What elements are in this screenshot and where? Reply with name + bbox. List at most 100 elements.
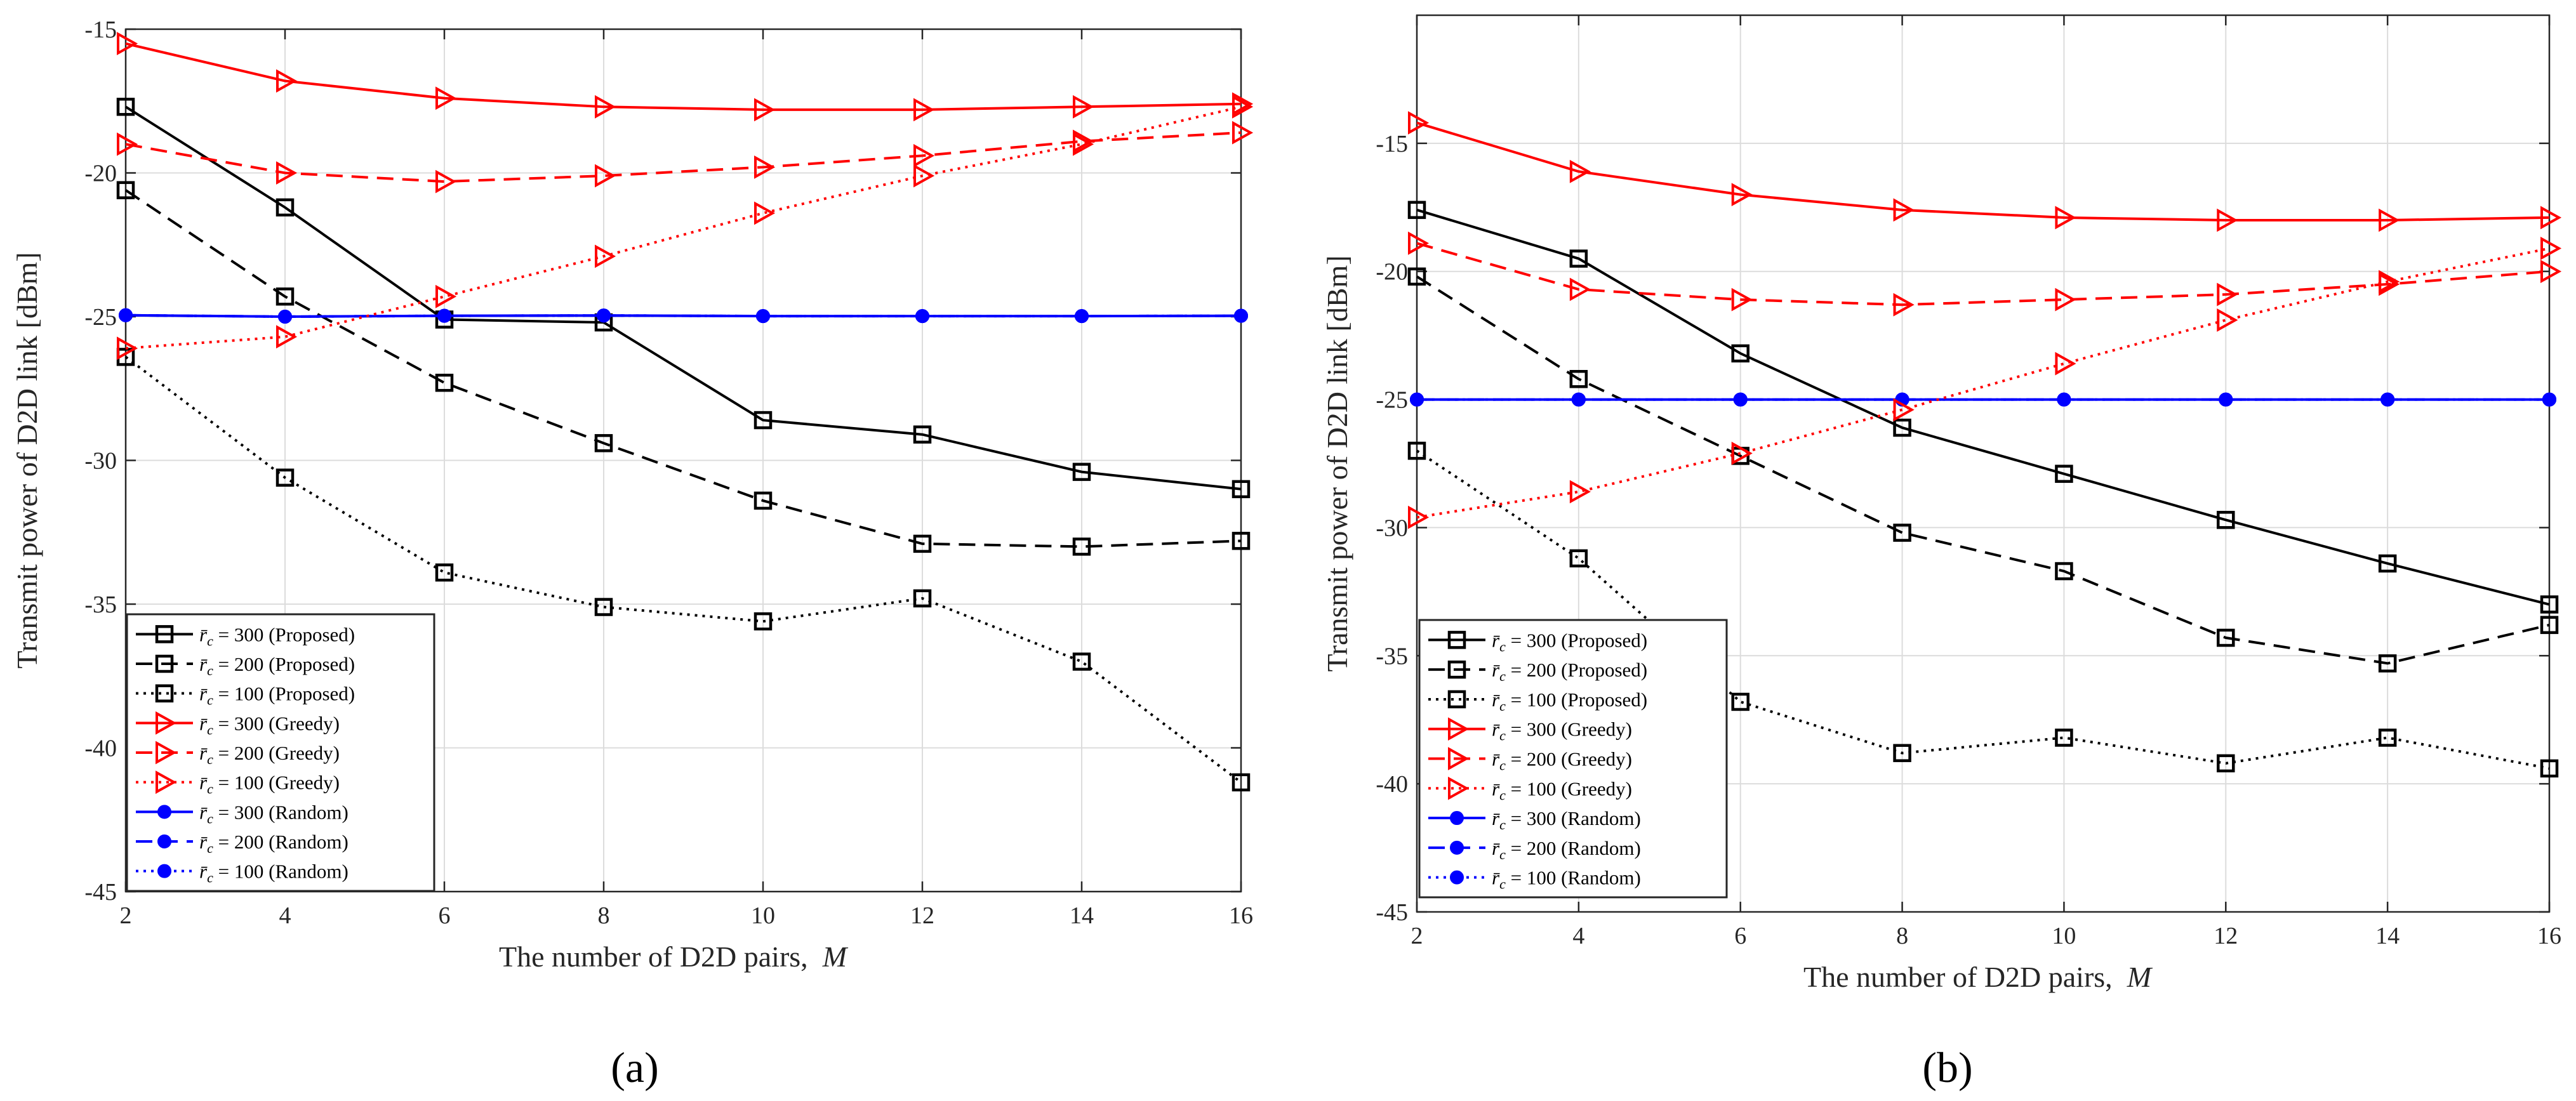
series-line — [1416, 121, 2550, 221]
y-tick-label: -25 — [1376, 387, 1408, 414]
legend-marker — [155, 684, 174, 702]
data-point — [435, 169, 457, 194]
y-tick-label: -30 — [1376, 515, 1408, 541]
x-tick-label: 6 — [1734, 923, 1746, 949]
series-proposed-100 — [116, 348, 1251, 792]
data-point — [1073, 95, 1094, 119]
data-point — [913, 143, 935, 168]
data-point — [1571, 392, 1586, 407]
data-point — [1569, 159, 1591, 183]
data-point — [1893, 524, 1911, 542]
data-point — [1075, 309, 1089, 324]
y-tick-label: -35 — [84, 591, 117, 618]
chart-panel-b: 2 4 6 8 10 12 14 16 -15 -20 -25 -30 -35 -40 -45 The num… — [1321, 14, 2562, 1091]
data-point — [1407, 201, 1426, 220]
series-line — [125, 105, 1242, 350]
data-point — [435, 563, 454, 582]
data-point — [1234, 308, 1248, 323]
data-point — [2217, 282, 2238, 307]
legend-marker — [1450, 870, 1464, 885]
y-tick-label: -20 — [84, 161, 117, 187]
x-tick-label: 4 — [279, 902, 291, 929]
legend: r̄c = 300 (Proposed) r̄c = 200 (Proposed)… — [1418, 619, 1728, 899]
data-point — [1407, 442, 1426, 460]
data-point — [2378, 554, 2397, 573]
data-point — [1232, 121, 1254, 145]
legend: r̄c = 300 (Proposed) r̄c = 200 (Proposed)… — [126, 613, 435, 892]
data-point — [754, 612, 773, 631]
data-point — [1072, 537, 1091, 556]
data-point — [1408, 111, 1430, 135]
series-line — [124, 105, 1242, 491]
y-tick-label: -45 — [1376, 899, 1408, 926]
data-point — [1569, 249, 1588, 268]
y-tick-label: -40 — [84, 735, 117, 762]
x-tick-label: 8 — [1896, 923, 1908, 949]
data-point — [1731, 287, 1753, 312]
x-tick-label: 2 — [120, 902, 132, 929]
legend-label: r̄c = 100 (Proposed) — [199, 683, 355, 708]
data-point — [1569, 549, 1588, 568]
data-point — [1893, 418, 1911, 437]
data-point — [1731, 441, 1753, 465]
data-point — [435, 373, 454, 392]
legend-label: r̄c = 200 (Proposed) — [1492, 659, 1647, 684]
data-point — [2055, 206, 2076, 230]
y-tick-label: -20 — [1376, 259, 1408, 286]
data-point — [276, 287, 295, 306]
data-point — [117, 132, 138, 156]
data-point — [435, 284, 457, 308]
data-point — [1569, 277, 1591, 301]
data-point — [1407, 267, 1426, 286]
legend-box — [1418, 619, 1728, 899]
series-greedy-100 — [1408, 236, 2562, 529]
data-point — [1569, 370, 1588, 388]
series-greedy-200 — [1408, 231, 2562, 317]
data-point — [2217, 628, 2235, 647]
data-point — [276, 69, 298, 93]
panel-label: (a) — [611, 1043, 658, 1091]
data-point — [2542, 392, 2556, 407]
data-point — [2379, 208, 2400, 232]
data-point — [754, 155, 776, 179]
series-line — [125, 313, 1242, 319]
data-point — [1733, 392, 1748, 407]
series-line — [125, 131, 1242, 183]
series-proposed-200 — [1407, 267, 2559, 673]
data-point — [2380, 392, 2395, 407]
x-tick-label: 6 — [439, 902, 451, 929]
series-greedy-100 — [117, 95, 1254, 360]
data-point — [2217, 308, 2238, 332]
legend-marker — [156, 770, 177, 794]
data-point — [276, 468, 295, 487]
legend-label: r̄c = 100 (Greedy) — [199, 772, 340, 797]
x-axis-label: The number of D2D pairs, M — [1803, 961, 2153, 993]
x-tick-label: 2 — [1411, 923, 1423, 949]
data-point — [117, 336, 138, 360]
data-point — [2378, 654, 2397, 673]
legend-box — [126, 613, 435, 892]
x-axis-label: The number of D2D pairs, M — [499, 940, 849, 973]
legend-label: r̄c = 200 (Proposed) — [199, 653, 355, 678]
legend-marker — [1448, 747, 1470, 770]
series-line — [1416, 275, 2550, 665]
x-axis-symbol: M — [822, 940, 849, 973]
data-point — [1232, 532, 1251, 550]
x-tick-label: 14 — [1070, 902, 1094, 929]
data-point — [1731, 344, 1749, 363]
x-tick-label: 12 — [910, 902, 934, 929]
legend-marker — [1450, 811, 1464, 826]
x-axis-symbol: M — [2127, 961, 2153, 993]
legend-label: r̄c = 200 (Greedy) — [199, 742, 340, 767]
series-greedy-200 — [117, 121, 1254, 194]
y-tick-label: -45 — [84, 879, 117, 906]
series-line — [124, 189, 1242, 548]
legend-label: r̄c = 100 (Random) — [199, 860, 349, 886]
legend-label: r̄c = 300 (Greedy) — [199, 712, 340, 737]
data-point — [2217, 754, 2235, 773]
legend-marker — [1450, 840, 1464, 855]
data-point — [116, 98, 135, 116]
chart-panel-a: 2 4 6 8 10 12 14 16 -15 -20 -25 -30 -35 -40 -45 The num… — [11, 16, 1254, 1091]
y-axis-label: Transmit power of D2D link [dBm] — [1321, 255, 1353, 671]
y-tick-label: -15 — [1376, 131, 1408, 157]
